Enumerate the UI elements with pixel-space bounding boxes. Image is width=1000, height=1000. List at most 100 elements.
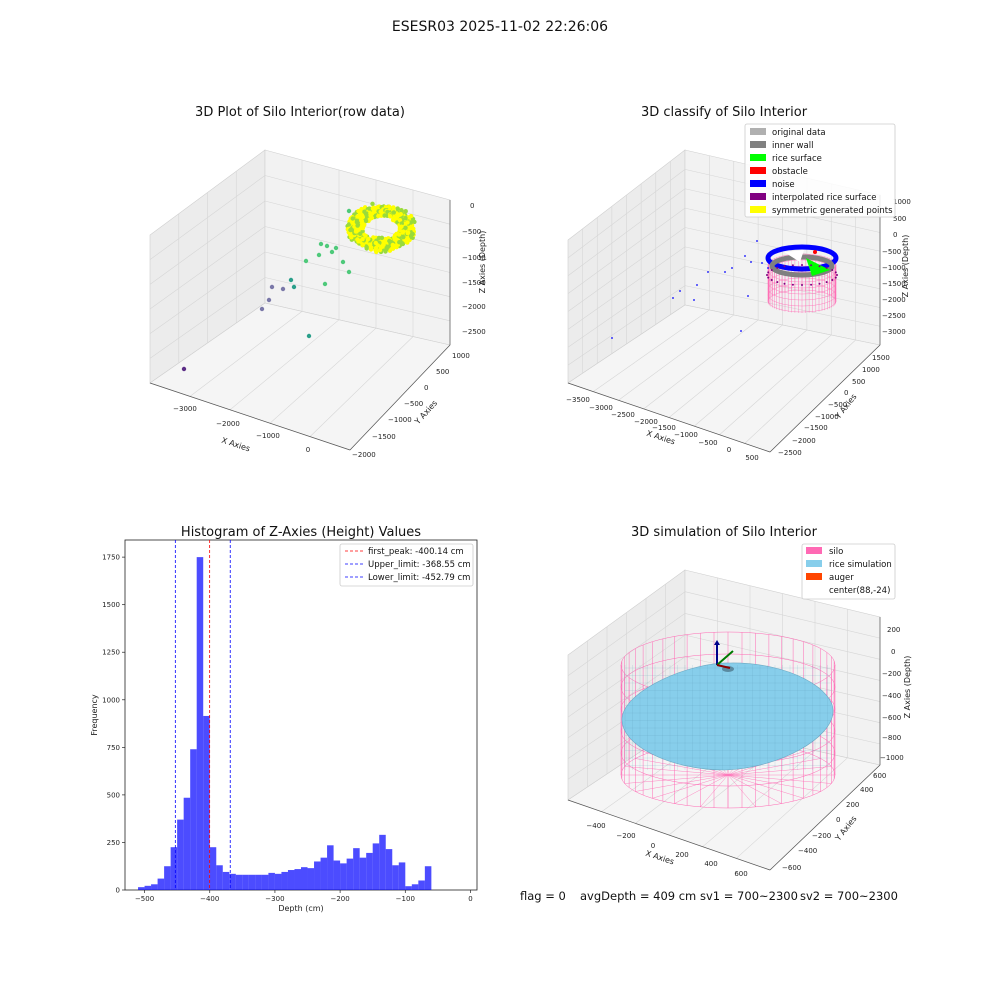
footer-sv2: sv2 = 700~2300 bbox=[800, 889, 898, 903]
raw-data-point bbox=[303, 258, 309, 264]
panel4-title: 3D simulation of Silo Interior bbox=[631, 525, 818, 540]
noise-point bbox=[679, 290, 681, 292]
panel2-points bbox=[611, 240, 839, 339]
noise-point bbox=[611, 337, 613, 339]
raw-data-point bbox=[387, 238, 392, 244]
panel2-y-tick: −2500 bbox=[778, 449, 802, 457]
panel4-legend-label: silo bbox=[829, 547, 843, 557]
raw-data-point bbox=[316, 252, 322, 258]
histogram-legend-label: Upper_limit: -368.55 cm bbox=[368, 560, 471, 570]
histogram-bar bbox=[333, 860, 341, 890]
histogram-bar bbox=[222, 871, 230, 890]
interpolated-point bbox=[791, 264, 794, 267]
silo-wall-ring bbox=[767, 289, 837, 313]
panel2-y-tick: −1000 bbox=[815, 413, 839, 421]
raw-data-point bbox=[369, 215, 375, 221]
panel1-y-tick: 0 bbox=[424, 384, 428, 392]
raw-data-point bbox=[368, 211, 373, 216]
histogram-bar bbox=[209, 847, 217, 890]
panel4-x-tick: −200 bbox=[616, 832, 635, 840]
panel1-x-axis bbox=[149, 382, 351, 451]
interpolated-point bbox=[831, 269, 834, 271]
panel4-legend-swatch bbox=[806, 547, 822, 554]
raw-data-point bbox=[403, 215, 408, 221]
panel2-y-tick: −1500 bbox=[804, 424, 828, 432]
raw-data-point bbox=[355, 214, 360, 219]
raw-data-point bbox=[367, 242, 373, 247]
raw-data-point bbox=[269, 284, 275, 290]
panel2-y-tick: 500 bbox=[852, 378, 865, 386]
panel2-legend-swatch bbox=[750, 141, 766, 148]
gridline bbox=[618, 314, 734, 401]
panel4-y-tick: 0 bbox=[836, 816, 840, 824]
histogram-y-ticks: 0 250 500 750 1000 1250 1500 1750 bbox=[102, 554, 125, 895]
raw-data-point bbox=[350, 216, 355, 221]
interpolated-point bbox=[810, 264, 813, 267]
histogram-x-ticks: −500 −400 −300 −200 −100 0 bbox=[135, 890, 473, 903]
raw-data-point bbox=[390, 217, 396, 223]
panel1-y-tick: −1000 bbox=[388, 416, 412, 424]
rice-surface-patch bbox=[784, 250, 804, 262]
gridline bbox=[309, 336, 414, 437]
panel2-legend-label: original data bbox=[772, 128, 826, 138]
panel2-x-tick: 500 bbox=[745, 454, 758, 462]
panel4-x-ticks: −400 −200 0 200 400 600 bbox=[586, 822, 747, 878]
histogram-bar bbox=[287, 870, 295, 890]
histogram-y-tick-label: 1500 bbox=[102, 601, 120, 609]
silo-floor-spoke bbox=[727, 774, 821, 792]
panel2-z-tick: −3000 bbox=[882, 328, 906, 336]
raw-data-point bbox=[360, 242, 365, 248]
histogram-bar bbox=[242, 874, 249, 890]
panel4-z-tick: 0 bbox=[891, 648, 895, 656]
histogram-bar bbox=[346, 858, 354, 890]
histogram-bar bbox=[151, 884, 158, 890]
panel2-x-tick: −3000 bbox=[589, 404, 613, 412]
raw-data-point bbox=[379, 235, 385, 240]
panel1-y-tick: −500 bbox=[404, 400, 423, 408]
noise-point bbox=[731, 267, 733, 269]
silo-floor-spoke bbox=[700, 774, 729, 808]
panel2-legend-label: interpolated rice surface bbox=[772, 193, 877, 203]
interpolated-point bbox=[767, 271, 770, 274]
silo-floor-spoke bbox=[727, 774, 756, 808]
panel1-title: 3D Plot of Silo Interior(row data) bbox=[195, 105, 405, 120]
panel4-x-tick: 200 bbox=[675, 851, 688, 859]
interpolated-point bbox=[831, 279, 834, 281]
histogram-legend: first_peak: -400.14 cm Upper_limit: -368.… bbox=[339, 543, 474, 587]
panel2-legend: original data inner wall rice surface obsta… bbox=[744, 123, 896, 218]
raw-data-point bbox=[373, 240, 378, 246]
panel1-y-tick: 1000 bbox=[452, 352, 470, 360]
raw-data-point bbox=[322, 281, 328, 287]
raw-data-point bbox=[355, 237, 360, 242]
panel1-y-tick: 500 bbox=[436, 368, 449, 376]
histogram-bar bbox=[359, 857, 367, 890]
auger-x-arrow bbox=[716, 664, 731, 669]
panel3-title: Histogram of Z-Axies (Height) Values bbox=[181, 525, 421, 540]
raw-data-point bbox=[364, 244, 369, 249]
panel1-gridlines bbox=[149, 160, 451, 437]
histogram-x-tick-label: −400 bbox=[200, 895, 219, 903]
noise-point bbox=[693, 299, 695, 301]
panel2-z-tick: 1000 bbox=[893, 198, 911, 206]
interpolated-point bbox=[766, 274, 768, 276]
panel-histogram: Histogram of Z-Axies (Height) Values −50… bbox=[90, 525, 478, 913]
panel4-z-tick: −600 bbox=[882, 714, 901, 722]
histogram-y-tick-label: 1250 bbox=[102, 649, 120, 657]
raw-data-point bbox=[377, 247, 383, 253]
histogram-bar bbox=[405, 886, 412, 890]
gridline bbox=[264, 277, 451, 322]
panel1-x-tick: 0 bbox=[306, 446, 310, 454]
raw-data-point bbox=[387, 248, 393, 253]
panel4-z-tick: −200 bbox=[882, 670, 901, 678]
raw-data-point bbox=[329, 249, 335, 255]
raw-data-point bbox=[366, 236, 371, 242]
panel4-x-tick: −400 bbox=[586, 822, 605, 830]
raw-data-point bbox=[405, 220, 410, 225]
raw-data-point bbox=[280, 286, 286, 292]
gridline bbox=[229, 319, 340, 411]
noise-point bbox=[747, 295, 749, 297]
panel2-legend-label: rice surface bbox=[772, 154, 822, 164]
histogram-bar bbox=[320, 857, 328, 890]
panel1-x-ticks: −3000 −2000 −1000 0 bbox=[173, 405, 310, 454]
panel1-z-tick: 0 bbox=[470, 202, 474, 210]
